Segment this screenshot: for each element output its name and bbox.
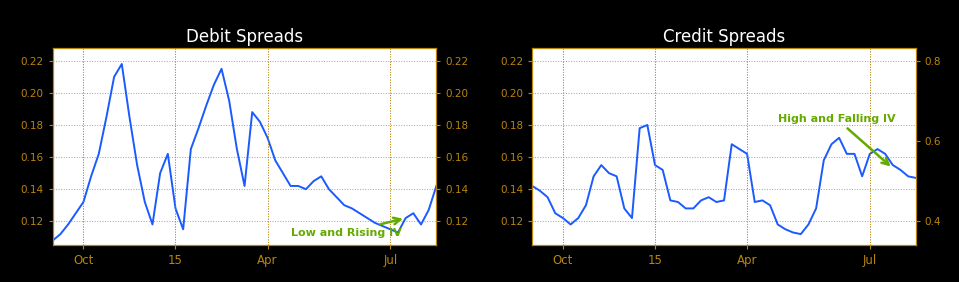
Title: Credit Spreads: Credit Spreads [663,28,785,46]
Text: Low and Rising IV: Low and Rising IV [291,218,401,238]
Text: High and Falling IV: High and Falling IV [778,114,896,165]
Title: Debit Spreads: Debit Spreads [186,28,303,46]
